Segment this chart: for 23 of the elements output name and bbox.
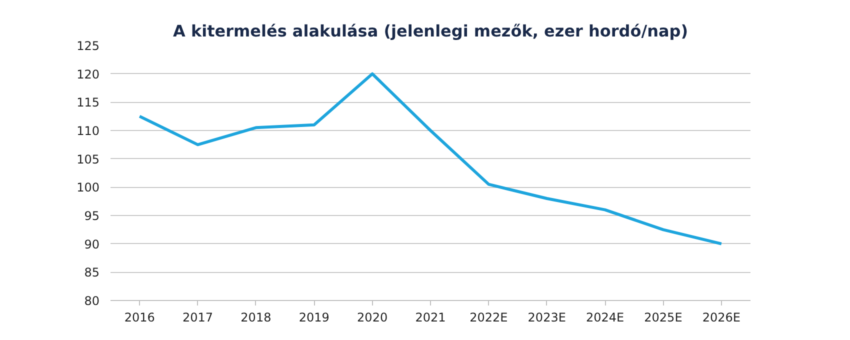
y-tick-label: 95 xyxy=(84,209,100,223)
x-tick-label: 2019 xyxy=(298,310,330,324)
x-tick-label: 2021 xyxy=(415,310,446,324)
x-tick-label: 2016 xyxy=(124,310,155,324)
x-tick-label: 2020 xyxy=(357,310,388,324)
x-tick-label: 2017 xyxy=(182,310,214,324)
y-tick-label: 90 xyxy=(84,237,100,252)
y-tick-label: 115 xyxy=(76,96,100,110)
x-tick-label: 2023E xyxy=(528,310,566,324)
x-tick-label: 2022E xyxy=(470,310,508,324)
y-tick-label: 105 xyxy=(76,152,100,166)
x-tick-label: 2018 xyxy=(240,310,272,324)
x-tick-label: 2025E xyxy=(644,310,682,324)
y-tick-label: 110 xyxy=(76,124,100,138)
y-tick-label: 80 xyxy=(84,294,100,308)
y-tick-label: 100 xyxy=(76,180,100,195)
y-tick-label: 85 xyxy=(84,266,100,280)
x-tick-label: 2026E xyxy=(702,310,740,324)
y-tick-label: 125 xyxy=(76,39,100,53)
y-tick-label: 120 xyxy=(76,67,100,82)
chart-title: A kitermelés alakulása (jelenlegi mezők, ezer hordó/nap) xyxy=(172,22,688,40)
line-series xyxy=(138,72,723,246)
x-tick-label: 2024E xyxy=(586,310,624,324)
